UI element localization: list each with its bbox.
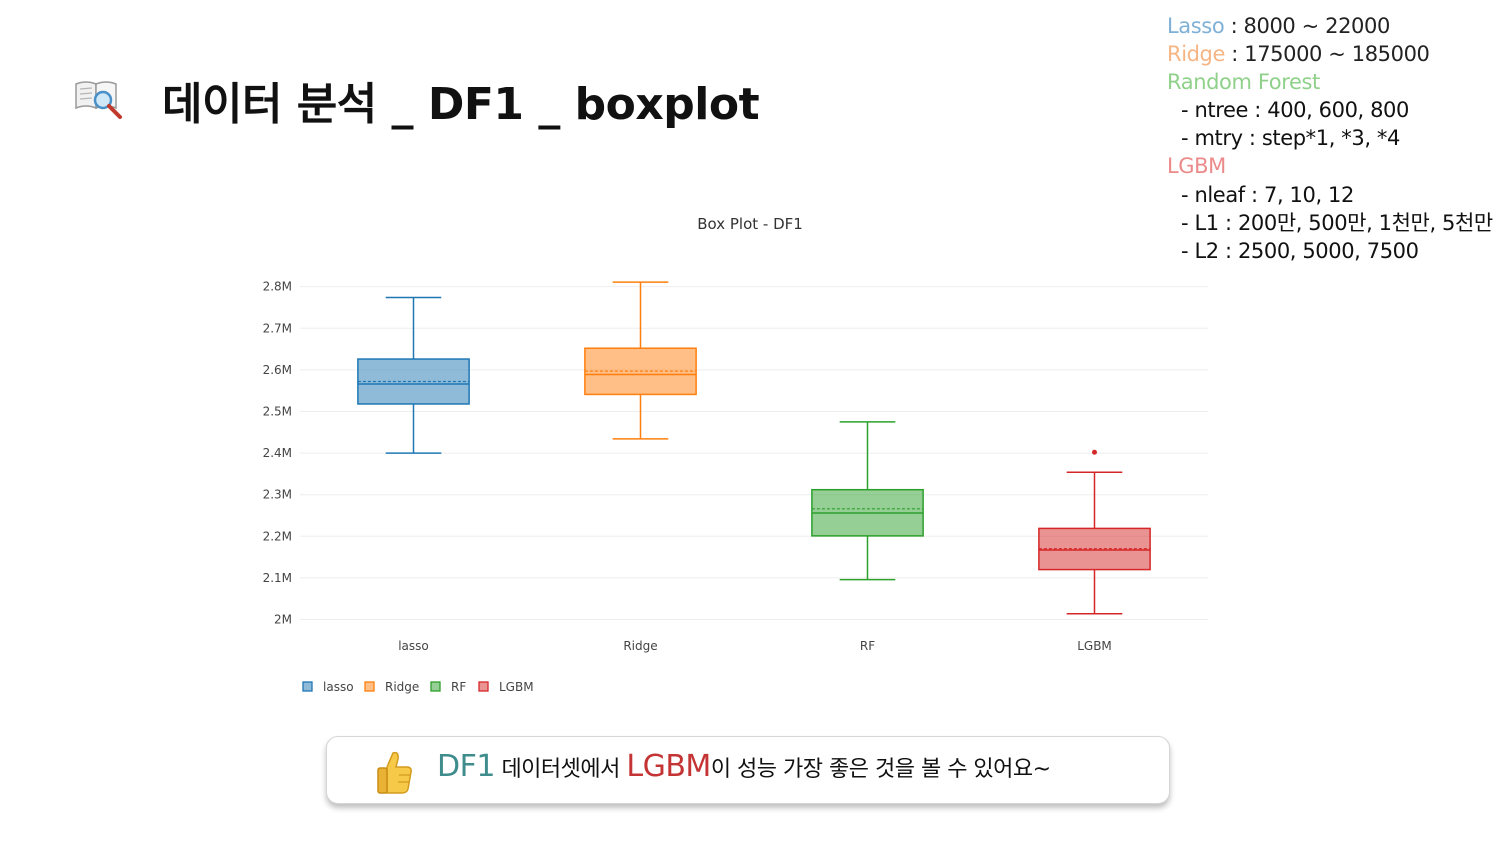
x-tick-label: RF xyxy=(860,639,875,653)
y-tick-label: 2.1M xyxy=(263,571,292,585)
params-ridge-range: : 175000 ~ 185000 xyxy=(1225,42,1430,67)
params-lasso-label: Lasso xyxy=(1167,14,1225,38)
legend-item-ridge: Ridge xyxy=(364,680,419,694)
hyperparameter-notes: Lasso : 8000 ~ 22000 Ridge : 175000 ~ 18… xyxy=(1167,12,1493,265)
params-rf-label: Random Forest xyxy=(1167,70,1320,95)
outlier-point xyxy=(1092,449,1097,455)
y-tick-label: 2.2M xyxy=(263,529,292,543)
params-lgbm-nleaf: - nleaf : 7, 10, 12 xyxy=(1181,182,1354,207)
callout-mid-text: 데이터셋에서 xyxy=(494,757,627,782)
callout-dataset: DF1 xyxy=(437,749,495,784)
params-lgbm-l1: - L1 : 200만, 500만, 1천만, 5천만 xyxy=(1181,210,1493,235)
params-lgbm-label: LGBM xyxy=(1167,154,1226,179)
params-ridge-row: Ridge : 175000 ~ 185000 xyxy=(1167,40,1493,68)
y-tick-label: 2.8M xyxy=(263,280,292,294)
x-tick-label: Ridge xyxy=(623,639,657,653)
params-lasso-range: : 8000 ~ 22000 xyxy=(1224,14,1391,38)
callout-best-model: LGBM xyxy=(626,749,711,784)
legend-label: lasso xyxy=(323,680,354,694)
chart-title: Box Plot - DF1 xyxy=(697,215,803,233)
legend-swatch xyxy=(364,681,375,692)
callout-suffix-text: 이 성능 가장 좋은 것을 볼 수 있어요~ xyxy=(710,757,1051,782)
box-lasso xyxy=(357,296,470,454)
params-lgbm-l2: - L2 : 2500, 5000, 7500 xyxy=(1181,238,1419,263)
x-tick-label: LGBM xyxy=(1077,639,1112,653)
slide-title: 데이터 분석 _ DF1 _ boxplot xyxy=(162,79,760,130)
conclusion-callout: DF1 데이터셋에서 LGBM이 성능 가장 좋은 것을 볼 수 있어요~ xyxy=(326,736,1170,804)
box-rf xyxy=(811,421,924,581)
y-tick-label: 2.6M xyxy=(263,363,292,377)
y-tick-label: 2M xyxy=(274,613,292,627)
params-lasso-row: Lasso : 8000 ~ 22000 xyxy=(1167,12,1493,40)
box-plot-chart: Box Plot - DF1 2M 2.1M 2.2M 2.3M 2.4M 2.5M 2.6… xyxy=(263,215,1208,694)
legend-swatch xyxy=(302,681,313,692)
legend-label: Ridge xyxy=(385,680,419,694)
x-tick-label: lasso xyxy=(398,639,429,653)
y-tick-label: 2.7M xyxy=(263,321,292,335)
conclusion-text: DF1 데이터셋에서 LGBM이 성능 가장 좋은 것을 볼 수 있어요~ xyxy=(437,749,1051,784)
params-rf-mtry: - mtry : step*1, *3, *4 xyxy=(1181,126,1400,151)
params-ridge-label: Ridge xyxy=(1167,42,1226,67)
box-ridge xyxy=(584,281,697,440)
params-rf-ntree: - ntree : 400, 600, 800 xyxy=(1181,98,1409,123)
y-tick-label: 2.3M xyxy=(263,488,292,502)
y-tick-label: 2.4M xyxy=(263,446,292,460)
book-magnifier-icon xyxy=(75,81,122,119)
box-lgbm xyxy=(1038,449,1151,615)
y-tick-label: 2.5M xyxy=(263,404,292,418)
legend-item-rf: RF xyxy=(430,680,466,694)
legend-swatch xyxy=(430,681,441,692)
legend-label: RF xyxy=(451,680,466,694)
thumbs-up-icon xyxy=(377,751,412,794)
legend-item-lasso: lasso xyxy=(302,680,354,694)
legend-swatch xyxy=(478,681,489,692)
legend-item-lgbm: LGBM xyxy=(478,680,534,694)
legend-label: LGBM xyxy=(499,680,534,694)
